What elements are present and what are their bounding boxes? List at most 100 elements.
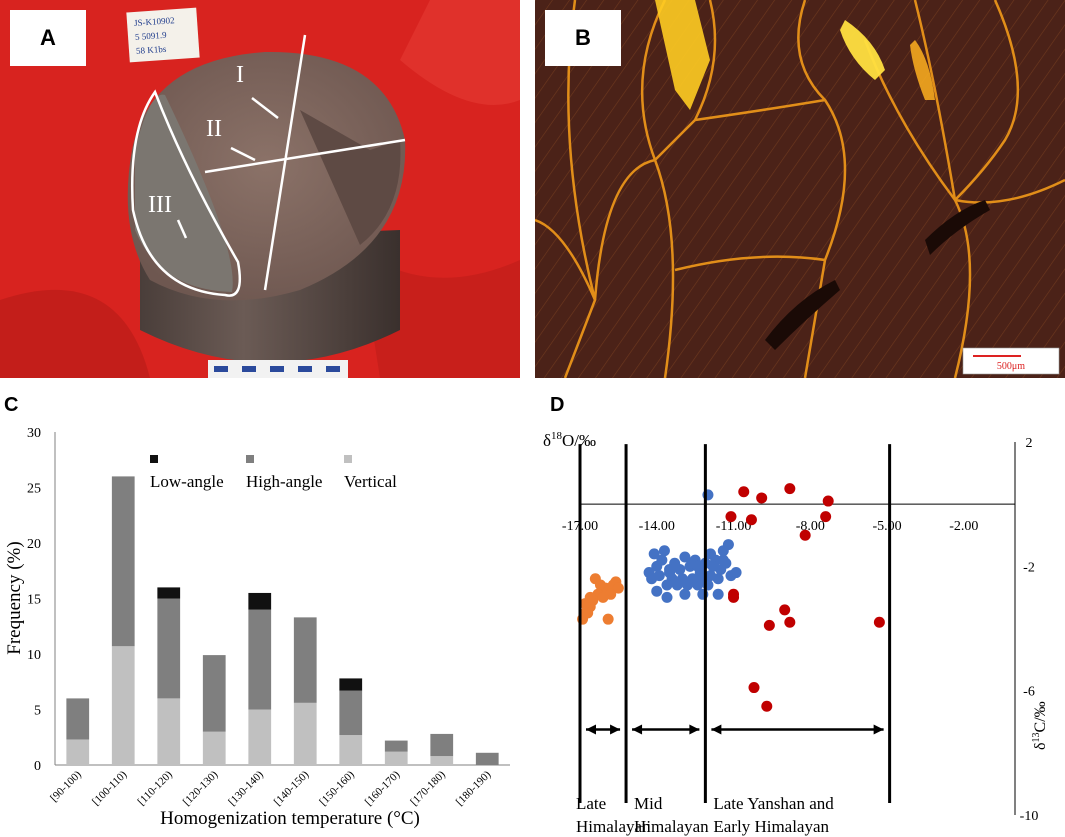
data-point: [820, 511, 832, 523]
bar-segment: [339, 678, 363, 691]
data-point: [643, 567, 655, 579]
data-point: [597, 591, 609, 603]
data-point: [763, 619, 775, 631]
data-point: [712, 588, 724, 600]
y-tick-label: 30: [27, 426, 41, 441]
bar-segment: [293, 702, 317, 765]
data-point: [584, 591, 596, 603]
stage-label: Himalayan: [634, 817, 709, 836]
svg-text:500μm: 500μm: [997, 361, 1025, 372]
data-point: [756, 492, 768, 504]
bar-segment: [66, 698, 90, 740]
data-point: [679, 551, 691, 563]
x-tick-label: [150-160): [317, 768, 357, 808]
zone-iii-outline: [130, 89, 242, 297]
bar-segment: [202, 731, 226, 765]
data-point: [725, 511, 737, 523]
y-axis-title: δ13C/‰: [1031, 701, 1049, 750]
data-point: [648, 548, 660, 560]
panel-a-photo: JS-K10902 5 5091.9 58 K1bs I II III A: [0, 0, 520, 378]
bar-segment: [157, 587, 181, 599]
y-tick-label: -2: [1023, 560, 1035, 575]
data-point: [602, 613, 614, 625]
data-point: [717, 554, 729, 566]
x-tick-label: -2.00: [949, 519, 978, 534]
fracture-line-horizontal: [204, 138, 406, 174]
panel-label-c: C: [4, 394, 19, 416]
y-tick-label: 0: [34, 759, 41, 774]
y-axis-title: Frequency (%): [4, 541, 25, 654]
legend-swatch: [344, 455, 352, 463]
panel-label-a: A: [10, 10, 86, 66]
data-point: [784, 616, 796, 628]
stage-label: Late Yanshan and: [713, 794, 834, 813]
data-point: [730, 567, 742, 579]
x-tick-label: -14.00: [639, 519, 675, 534]
isotope-scatter-plot: -17.00-14.00-11.00-8.00-5.00-2.002-2-6-1…: [543, 430, 1049, 836]
x-tick-label: [90-100): [48, 768, 84, 804]
x-tick-label: [180-190): [454, 768, 494, 808]
x-tick-label: -8.00: [796, 519, 825, 534]
svg-text:58 K1bs: 58 K1bs: [136, 44, 167, 56]
stage-label: Himalayan: [576, 817, 651, 836]
bar-segment: [430, 733, 454, 757]
bar-segment: [293, 617, 317, 703]
core-sample-photo: JS-K10902 5 5091.9 58 K1bs I II III: [0, 0, 520, 378]
data-point: [582, 607, 594, 619]
x-tick-label: -5.00: [872, 519, 901, 534]
bar-segment: [475, 752, 499, 765]
data-point: [651, 585, 663, 597]
sample-tag: JS-K10902 5 5091.9 58 K1bs: [126, 7, 200, 63]
y-tick-label: 5: [34, 704, 41, 719]
arrow-head-right: [689, 724, 700, 735]
bar-segment: [157, 598, 181, 699]
bar-segment: [384, 740, 408, 752]
data-point: [661, 579, 673, 591]
bar-segment: [111, 646, 135, 765]
data-point: [822, 495, 834, 507]
legend-label: High-angle: [246, 472, 322, 491]
data-point: [679, 588, 691, 600]
data-point: [799, 529, 811, 541]
bar-segment: [339, 735, 363, 765]
y-tick-label: 20: [27, 537, 41, 552]
legend-label: Vertical: [344, 472, 397, 491]
y-tick-label: 15: [27, 593, 41, 608]
x-tick-label: [120-130): [181, 768, 221, 808]
data-point: [722, 539, 734, 551]
x-axis-title: δ18O/‰: [543, 430, 596, 450]
data-point: [705, 570, 716, 582]
bar-segment: [248, 609, 272, 710]
y-tick-label: -10: [1020, 809, 1039, 824]
arrow-head-left: [586, 724, 596, 735]
x-tick-label: [140-150): [272, 768, 312, 808]
data-point: [784, 483, 796, 495]
data-point: [612, 582, 624, 594]
legend-swatch: [150, 455, 158, 463]
svg-text:5 5091.9: 5 5091.9: [135, 30, 168, 42]
data-point: [692, 560, 704, 572]
x-tick-label: [160-170): [363, 768, 403, 808]
data-point: [674, 563, 686, 575]
data-point: [745, 514, 757, 526]
bar-segment: [248, 592, 272, 610]
stage-label: Late: [576, 794, 606, 813]
bar-segment: [157, 698, 181, 765]
zone-label-ii: II: [206, 116, 222, 142]
data-point: [661, 591, 673, 603]
zone-label-i: I: [236, 62, 244, 88]
data-point: [728, 591, 740, 603]
legend-swatch: [246, 455, 254, 463]
scale-ruler: [208, 360, 348, 378]
x-tick-label: [110-120): [136, 768, 176, 808]
data-point: [738, 486, 750, 498]
data-point: [748, 682, 760, 694]
stage-label: Mid: [634, 794, 663, 813]
bar-segment: [202, 655, 226, 732]
x-axis-title: Homogenization temperature (°C): [160, 808, 420, 829]
x-tick-label: [100-110): [90, 768, 130, 808]
cathodoluminescence-micrograph: 500μm: [535, 0, 1065, 378]
legend-label: Low-angle: [150, 472, 224, 491]
data-point: [664, 563, 676, 575]
